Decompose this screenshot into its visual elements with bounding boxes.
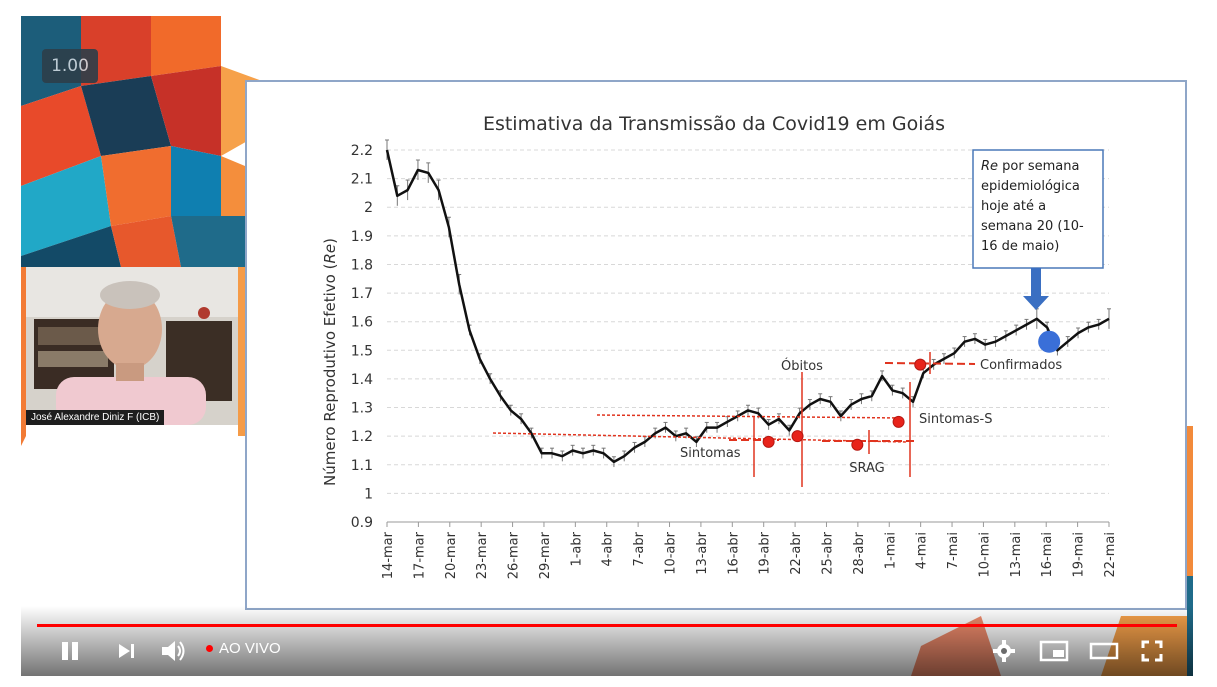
label-srag: SRAG: [849, 461, 885, 476]
marker-srag: [851, 438, 864, 451]
label-confirmados: Confirmados: [980, 358, 1062, 373]
x-tick-label: 19-mai: [1072, 532, 1087, 577]
miniplayer-button[interactable]: [1037, 636, 1071, 666]
y-axis-label-prefix: Número Reprodutivo Efetivo (: [321, 264, 339, 486]
marker-confirmados: [914, 358, 927, 371]
volume-button[interactable]: [157, 636, 191, 666]
series-line: [385, 149, 1110, 464]
theater-mode-button[interactable]: [1087, 636, 1121, 666]
y-tick-label: 1.6: [351, 315, 373, 331]
x-tick-label: 17-mar: [412, 531, 427, 579]
next-button[interactable]: [111, 636, 141, 666]
pause-icon: [62, 642, 78, 660]
y-tick-label: 2.1: [351, 172, 373, 188]
y-tick-label: 1.5: [351, 343, 373, 359]
current-estimate-marker: [1038, 330, 1061, 353]
trend-line-sintomas: [492, 432, 908, 443]
trend-line-sintomas-s: [596, 414, 903, 419]
marker-sintomas: [762, 435, 775, 448]
progress-bar[interactable]: [37, 624, 1177, 627]
live-indicator[interactable]: AO VIVO: [206, 640, 281, 657]
svg-text:Número Reprodutivo Efetivo (Re: Número Reprodutivo Efetivo (Re): [321, 238, 339, 486]
guide-confirmados-h: [884, 362, 976, 365]
y-tick-label: 1.8: [351, 257, 373, 273]
marker-obitos: [791, 430, 804, 443]
x-tick-label: 4-mai: [915, 532, 930, 569]
callout-line2: epidemiológica: [981, 179, 1080, 194]
playback-speed-badge: 1.00: [42, 49, 98, 83]
pause-button[interactable]: [55, 636, 85, 666]
y-tick-label: 1.9: [351, 229, 373, 245]
y-axis-label-italic: Re: [321, 244, 339, 264]
x-tick-label: 7-abr: [632, 531, 647, 566]
video-player[interactable]: 1.00 José Alexandre Diniz F (ICB) Estima…: [21, 16, 1193, 676]
event-markers: [762, 330, 1061, 451]
x-tick-label: 13-mai: [1009, 532, 1024, 577]
re-chart: Estimativa da Transmissão da Covid19 em …: [321, 113, 1118, 579]
x-tick-label: 13-abr: [695, 531, 710, 574]
y-tick-label: 1.4: [351, 372, 373, 388]
callout-arrow: [1023, 268, 1049, 310]
y-tick-label: 2: [364, 200, 373, 216]
x-tick-label: 7-mai: [946, 532, 961, 569]
player-controls: AO VIVO: [21, 606, 1193, 676]
x-tick-label: 26-mar: [507, 531, 522, 579]
presenter-video: [26, 267, 238, 425]
y-tick-labels: 2.2 2.1 2 1.9 1.8 1.7 1.6 1.5 1.4 1.3 1.2 1.1 1 0.9: [351, 143, 373, 531]
x-tick-label: 23-mar: [475, 531, 490, 579]
x-tick-label: 16-mai: [1040, 532, 1055, 577]
chart-title: Estimativa da Transmissão da Covid19 em …: [483, 113, 945, 135]
label-sintomas-s: Sintomas-S: [919, 412, 993, 427]
theater-mode-icon: [1089, 642, 1119, 660]
y-tick-label: 2.2: [351, 143, 373, 159]
series-re: [385, 139, 1111, 468]
x-tick-label: 22-abr: [789, 531, 804, 574]
miniplayer-icon: [1039, 640, 1069, 662]
x-tick-label: 20-mar: [444, 531, 459, 579]
y-tick-label: 1.1: [351, 458, 373, 474]
callout-box: [972, 149, 1104, 269]
next-icon: [119, 644, 134, 658]
marker-sintomas-s: [892, 415, 905, 428]
fullscreen-icon: [1141, 640, 1163, 662]
x-tick-label: 14-mar: [381, 531, 396, 579]
y-tick-label: 1.7: [351, 286, 373, 302]
x-tick-label: 29-mar: [538, 531, 553, 579]
x-tick-label: 28-abr: [852, 531, 867, 574]
fullscreen-button[interactable]: [1137, 636, 1167, 666]
callout-line1: por semana: [998, 159, 1079, 174]
svg-text:Re por semana epidemio: Re por semana epidemiológica hoje até a …: [981, 159, 1088, 254]
volume-icon: [162, 641, 185, 661]
x-tick-label: 10-mai: [977, 532, 992, 577]
settings-button[interactable]: [989, 636, 1019, 666]
live-text: AO VIVO: [219, 640, 281, 657]
callout-line4: semana 20 (10-: [981, 219, 1084, 234]
x-tick-label: 4-abr: [601, 531, 616, 566]
label-obitos: Óbitos: [781, 358, 823, 374]
presentation-slide: Estimativa da Transmissão da Covid19 em …: [245, 80, 1187, 610]
y-axis-label-suffix: ): [321, 238, 339, 244]
presenter-name-label: José Alexandre Diniz F (ICB): [26, 410, 165, 425]
x-tick-label: 25-abr: [820, 531, 835, 574]
x-tick-label: 1-abr: [569, 531, 584, 566]
x-tick-label: 10-abr: [664, 531, 679, 574]
label-sintomas: Sintomas: [680, 446, 741, 461]
x-tick-label: 22-mai: [1103, 532, 1118, 577]
callout-line5: 16 de maio): [981, 239, 1059, 254]
x-tick-labels: 14-mar 17-mar 20-mar 23-mar 26-mar 29-mar 1-ab…: [381, 531, 1118, 579]
y-tick-label: 1.3: [351, 401, 373, 417]
y-tick-label: 1.2: [351, 429, 373, 445]
y-axis-label: Número Reprodutivo Efetivo (Re): [321, 238, 339, 486]
gear-icon: [993, 640, 1015, 662]
presenter-webcam: José Alexandre Diniz F (ICB): [26, 267, 238, 425]
callout-italic: Re: [981, 159, 998, 174]
y-tick-label: 1: [364, 486, 373, 502]
x-tick-label: 16-abr: [726, 531, 741, 574]
y-tick-label: 0.9: [351, 515, 373, 531]
callout-line3: hoje até a: [981, 199, 1046, 214]
x-tick-label: 1-mai: [883, 532, 898, 569]
x-tick-label: 19-abr: [758, 531, 773, 574]
live-dot-icon: [206, 645, 213, 652]
